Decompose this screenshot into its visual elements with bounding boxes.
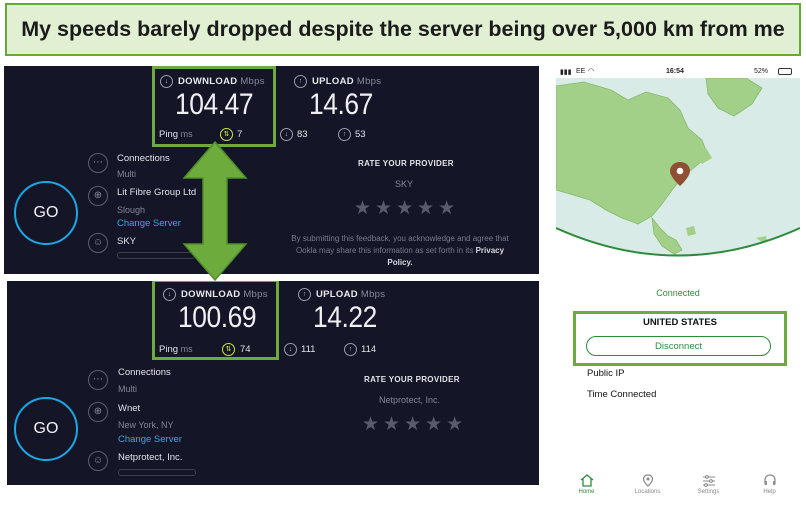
- isp-name: SKY: [117, 236, 137, 247]
- upload-latency-icon: ↑: [338, 128, 351, 141]
- upload-arrow-icon: ↑: [294, 75, 307, 88]
- server-location: Slough: [117, 205, 146, 215]
- upload-label: UPLOAD Mbps: [316, 289, 386, 300]
- pin-icon: [642, 474, 653, 487]
- rate-provider-title: RATE YOUR PROVIDER: [358, 159, 454, 168]
- ping-label: Ping ms: [159, 344, 193, 355]
- tab-settings[interactable]: Settings: [689, 474, 729, 504]
- tab-help-label: Help: [763, 489, 776, 495]
- policy-link[interactable]: Policy.: [387, 258, 413, 267]
- ping-icon: ⇅: [220, 128, 233, 141]
- connections-value: Multi: [117, 169, 137, 179]
- download-speed-value: 100.69: [178, 301, 257, 334]
- location-pin-icon: [670, 162, 690, 186]
- comparison-double-arrow-icon: [182, 140, 248, 282]
- download-arrow-icon: ↓: [160, 75, 173, 88]
- wifi-icon: ◠: [588, 68, 595, 75]
- globe-icon: ⊕: [88, 402, 108, 422]
- location-card-highlight: [573, 311, 787, 366]
- connections-icon: ⋯: [88, 370, 108, 390]
- feedback-disclaimer: By submitting this feedback, you acknowl…: [291, 234, 509, 267]
- download-label: DOWNLOAD Mbps: [181, 289, 268, 300]
- home-icon: [580, 474, 593, 487]
- download-label: DOWNLOAD Mbps: [178, 76, 265, 87]
- connections-value: Multi: [118, 384, 138, 394]
- connections-icon: ⋯: [88, 153, 108, 173]
- tab-settings-label: Settings: [697, 489, 720, 495]
- upload-speed-value: 14.22: [313, 301, 377, 334]
- download-latency-value: 83: [297, 129, 308, 140]
- go-button[interactable]: GO: [14, 397, 78, 461]
- server-name: Lit Fibre Group Ltd: [117, 187, 197, 198]
- speedtest-panel-1: ↓ DOWNLOAD Mbps 104.47 ↑ UPLOAD Mbps 14.…: [4, 66, 539, 274]
- clock: 16:54: [666, 68, 684, 75]
- download-speed-value: 104.47: [175, 88, 254, 121]
- speedtest-panel-2: ↓ DOWNLOAD Mbps 100.69 ↑ UPLOAD Mbps 14.…: [7, 281, 539, 485]
- vpn-app-screen: ▮▮▮ EE ◠ 16:54 52% Connected UNITED STAT…: [556, 66, 800, 504]
- rating-stars[interactable]: ★★★★★: [354, 198, 460, 219]
- carrier-name: EE: [576, 68, 586, 75]
- upload-latency-value: 53: [355, 129, 366, 140]
- disconnect-button[interactable]: Disconnect: [586, 336, 771, 356]
- connections-title: Connections: [118, 367, 171, 378]
- tab-home-label: Home: [578, 489, 595, 495]
- ping-value: 74: [240, 344, 251, 355]
- download-latency-icon: ↓: [284, 343, 297, 356]
- download-highlight-box: [152, 281, 279, 360]
- ping-icon: ⇅: [222, 343, 235, 356]
- battery-percent: 52%: [754, 68, 769, 75]
- upload-arrow-icon: ↑: [298, 288, 311, 301]
- ping-label: Ping ms: [159, 129, 193, 140]
- upload-latency-icon: ↑: [344, 343, 357, 356]
- rate-provider-title: RATE YOUR PROVIDER: [364, 375, 460, 384]
- ios-status-bar: ▮▮▮ EE ◠ 16:54 52%: [556, 66, 800, 78]
- tab-home[interactable]: Home: [567, 474, 607, 504]
- connection-status: Connected: [656, 288, 700, 298]
- sliders-icon: [702, 475, 715, 487]
- upload-speed-value: 14.67: [309, 88, 373, 121]
- rating-stars[interactable]: ★★★★★: [362, 414, 468, 435]
- rate-provider-name: Netprotect, Inc.: [379, 395, 441, 405]
- headset-icon: [763, 474, 776, 485]
- bottom-tab-bar: Home Locations Settings Help: [556, 474, 800, 504]
- privacy-link[interactable]: Privacy: [475, 246, 505, 255]
- location-name: UNITED STATES: [642, 317, 718, 328]
- rate-provider-name: SKY: [395, 179, 414, 189]
- download-latency-icon: ↓: [280, 128, 293, 141]
- isp-name: Netprotect, Inc.: [118, 452, 183, 463]
- globe-icon: ⊕: [88, 186, 108, 206]
- connections-title: Connections: [117, 153, 170, 164]
- signal-icon: ▮▮▮: [560, 69, 572, 76]
- download-arrow-icon: ↓: [163, 288, 176, 301]
- public-ip-label: Public IP: [587, 368, 625, 379]
- headline-text: My speeds barely dropped despite the ser…: [21, 17, 785, 41]
- ip-address-redacted: [118, 469, 196, 476]
- user-icon: ☺: [88, 233, 108, 253]
- change-server-link[interactable]: Change Server: [117, 218, 181, 229]
- server-location: New York, NY: [118, 420, 174, 430]
- user-icon: ☺: [88, 451, 108, 471]
- battery-icon: [778, 68, 792, 75]
- upload-latency-value: 114: [361, 344, 377, 355]
- go-button[interactable]: GO: [14, 181, 78, 245]
- tab-locations[interactable]: Locations: [628, 474, 668, 504]
- headline-banner: My speeds barely dropped despite the ser…: [5, 3, 801, 56]
- download-latency-value: 111: [301, 344, 316, 355]
- world-map[interactable]: [556, 78, 800, 276]
- tab-help[interactable]: Help: [750, 474, 790, 504]
- tab-locations-label: Locations: [634, 489, 661, 495]
- server-name: Wnet: [118, 403, 141, 414]
- change-server-link[interactable]: Change Server: [118, 434, 182, 445]
- time-connected-label: Time Connected: [587, 389, 657, 400]
- ping-value: 7: [237, 129, 243, 140]
- upload-label: UPLOAD Mbps: [312, 76, 382, 87]
